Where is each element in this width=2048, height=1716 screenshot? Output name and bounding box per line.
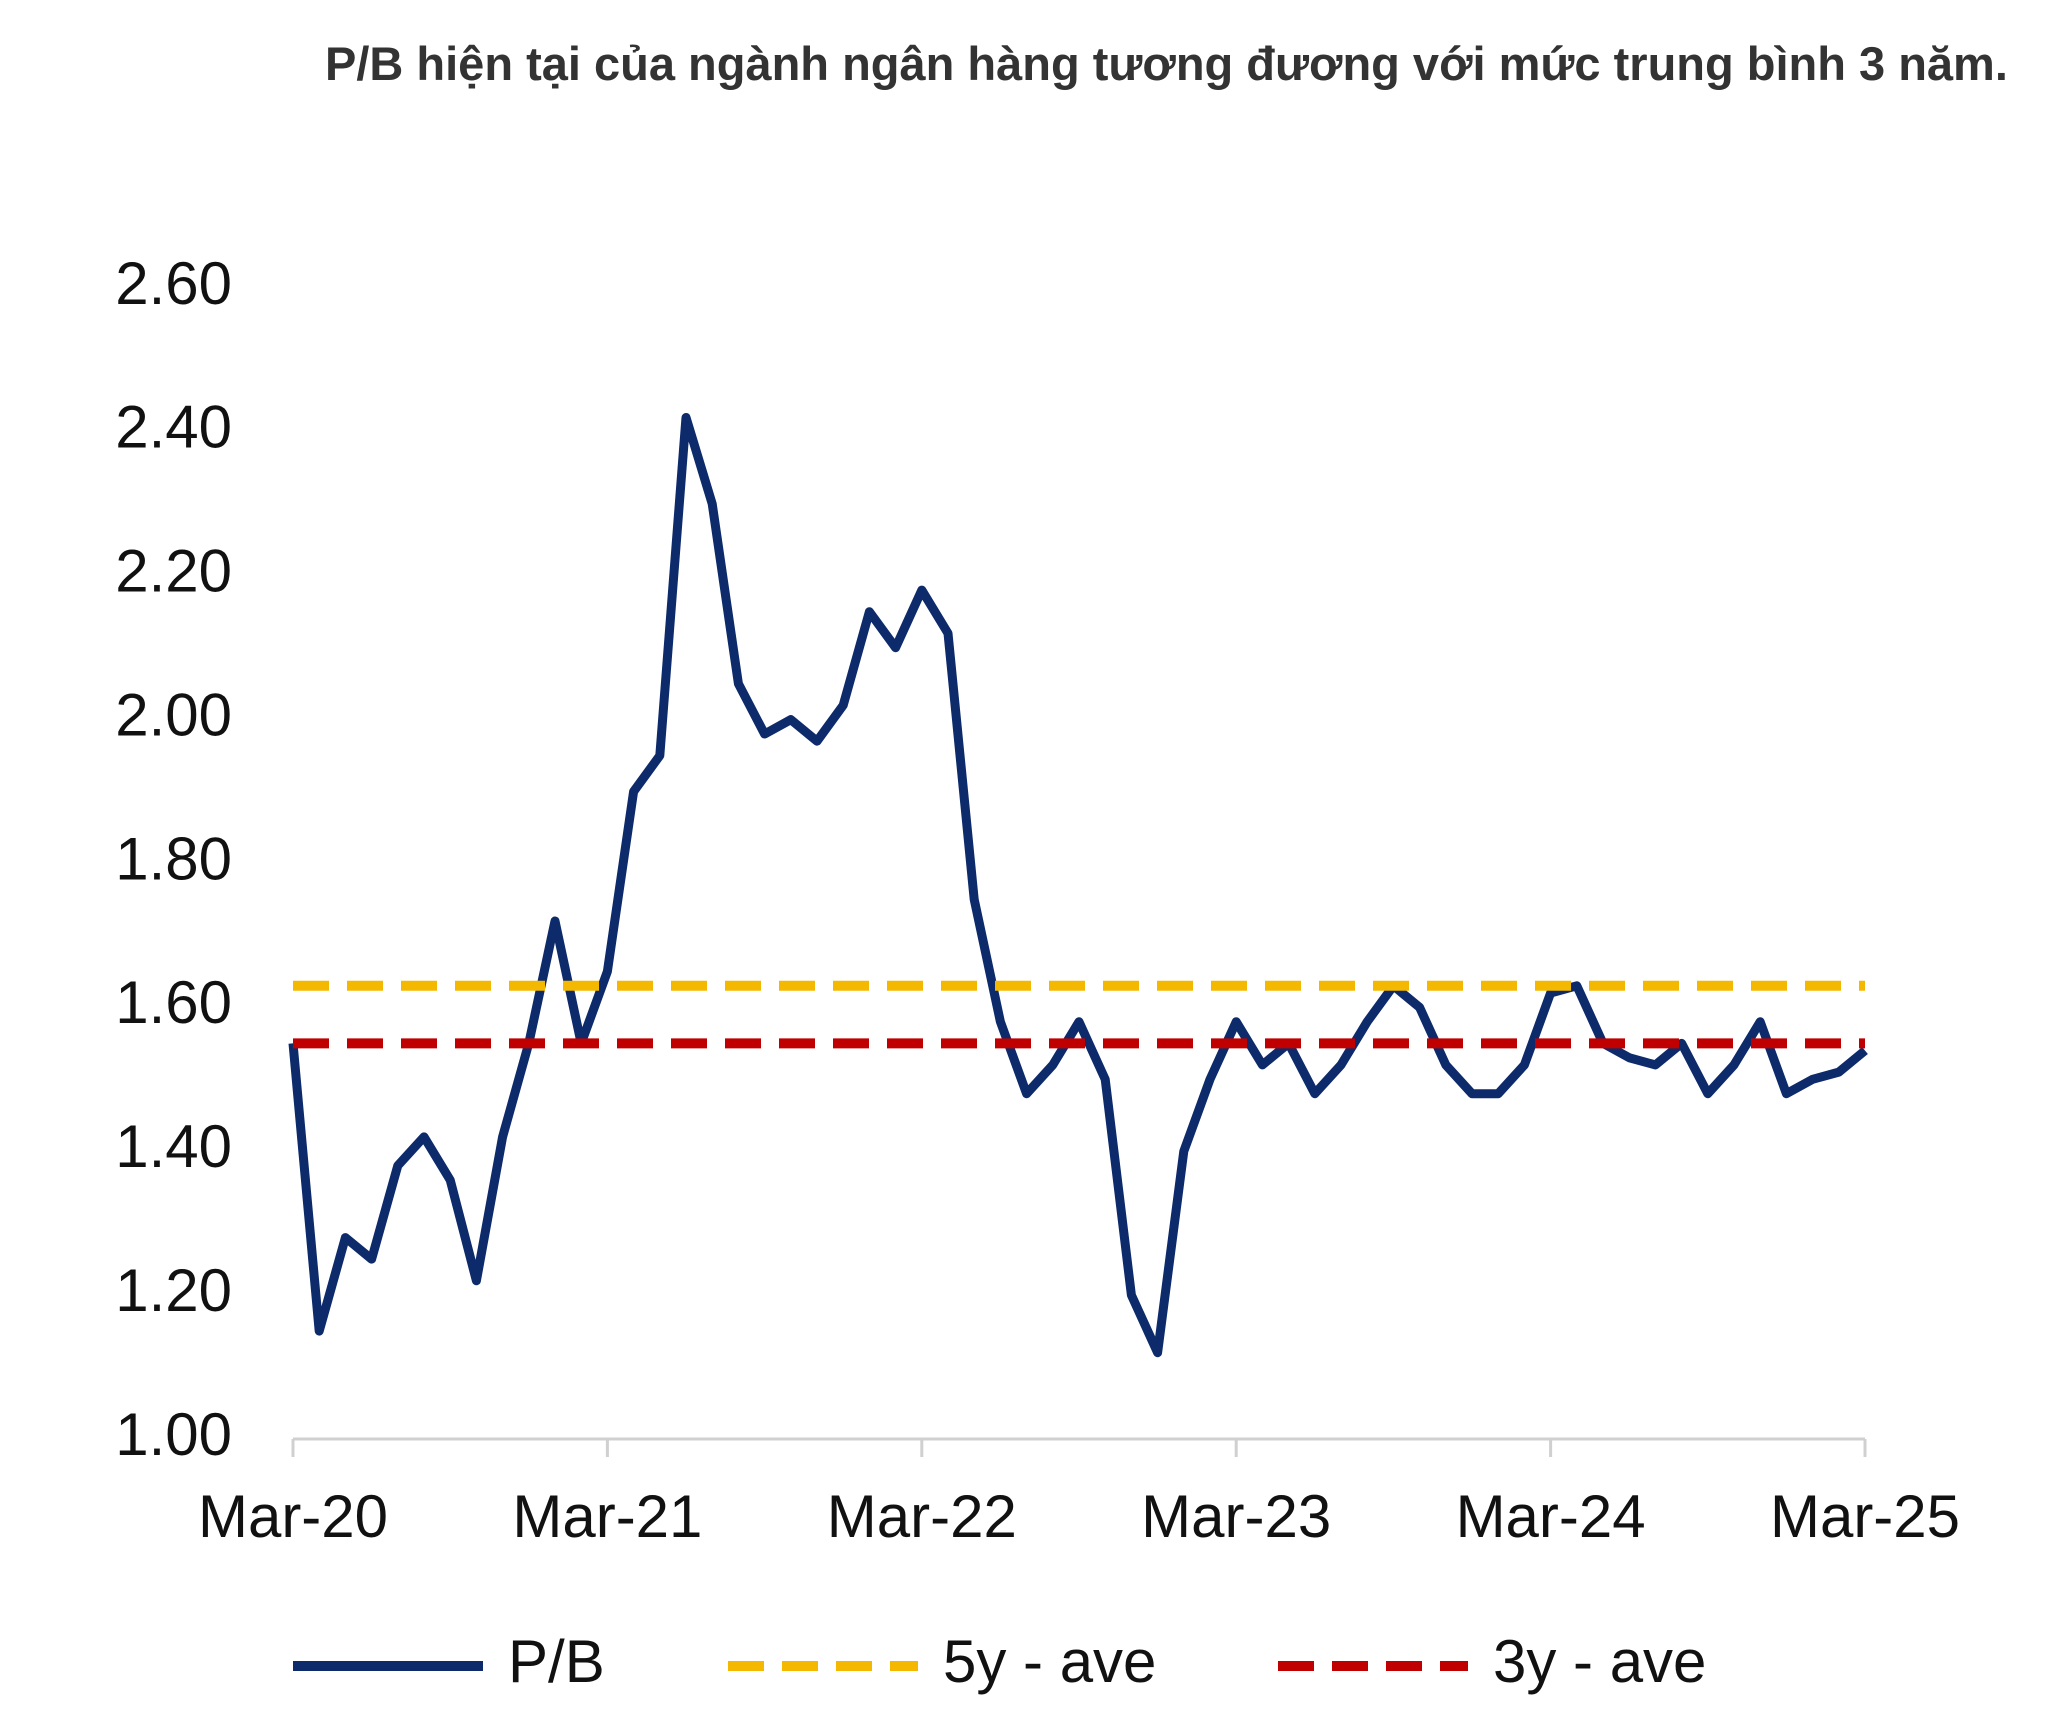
legend-label: 3y - ave xyxy=(1493,1628,1706,1695)
y-tick-label: 1.00 xyxy=(115,1401,232,1468)
chart-title: P/B hiện tại của ngành ngân hàng tương đ… xyxy=(325,37,2008,90)
legend-label: 5y - ave xyxy=(943,1628,1156,1695)
y-tick-label: 2.20 xyxy=(115,538,232,605)
x-tick-label: Mar-23 xyxy=(1141,1483,1331,1550)
pb-line xyxy=(288,412,1868,1358)
y-tick-label: 2.60 xyxy=(115,250,232,317)
y-tick-label: 1.80 xyxy=(115,825,232,892)
legend-label: P/B xyxy=(508,1628,605,1695)
x-tick-label: Mar-21 xyxy=(512,1483,702,1550)
x-tick-label: Mar-25 xyxy=(1770,1483,1960,1550)
x-tick-label: Mar-22 xyxy=(827,1483,1017,1550)
y-tick-label: 1.60 xyxy=(115,969,232,1036)
y-tick-label: 1.40 xyxy=(115,1113,232,1180)
x-tick-label: Mar-24 xyxy=(1456,1483,1646,1550)
y-tick-label: 2.00 xyxy=(115,681,232,748)
x-tick-label: Mar-20 xyxy=(198,1483,388,1550)
y-tick-label: 1.20 xyxy=(115,1257,232,1324)
y-tick-label: 2.40 xyxy=(115,394,232,461)
